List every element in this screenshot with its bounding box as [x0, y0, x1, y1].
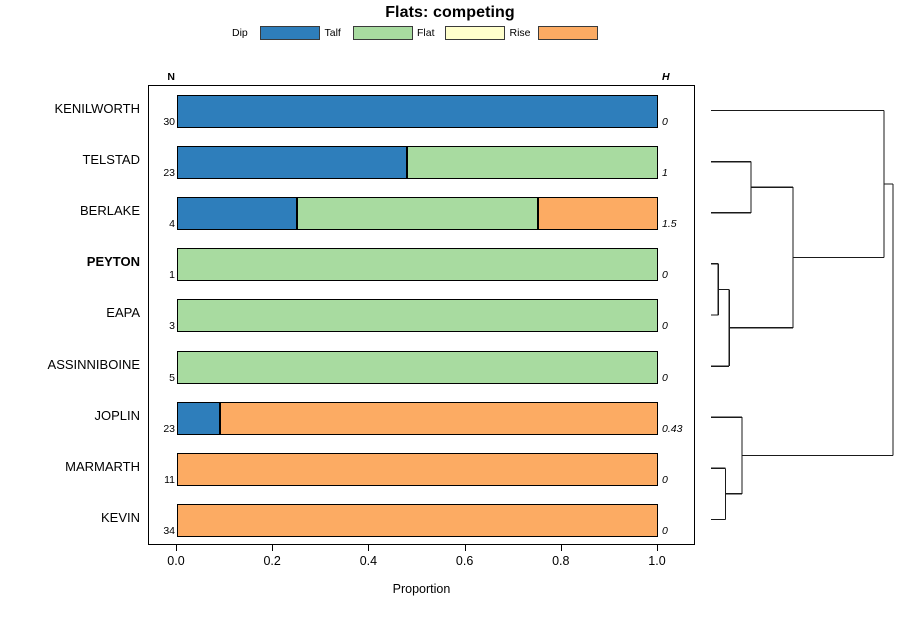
legend-label: Flat	[417, 27, 435, 39]
x-tick	[368, 545, 370, 551]
x-tick	[272, 545, 274, 551]
row-h-value: 0	[662, 116, 668, 128]
dendrogram-tree	[711, 109, 894, 521]
bar-segment-talf	[406, 146, 658, 180]
x-tick-label: 0.6	[455, 554, 474, 568]
stacked-bar[interactable]	[177, 503, 658, 537]
row-n-value: 4	[169, 218, 175, 231]
bar-segment-talf	[297, 197, 538, 231]
row-n-value: 34	[163, 524, 175, 537]
stacked-bar[interactable]	[177, 350, 658, 384]
stacked-bar[interactable]	[177, 299, 658, 333]
y-axis-label: MARMARTH	[65, 458, 140, 474]
column-header-n: N	[167, 71, 175, 83]
x-axis-title: Proportion	[392, 582, 451, 596]
row-n-value: 11	[164, 473, 175, 486]
legend-label: Dip	[232, 27, 248, 39]
row-n-value: 5	[169, 371, 175, 384]
x-axis: 0.0 0.2 0.4 0.6 0.8 1.0	[148, 545, 695, 605]
legend-swatch	[352, 26, 413, 40]
row-n-value: 23	[163, 422, 175, 435]
legend-swatch	[260, 26, 320, 40]
x-tick-label: 0.8	[552, 554, 570, 568]
row-h-value: 0	[662, 269, 668, 282]
bar-segment-dip	[177, 146, 407, 180]
y-axis-label: KENILWORTH	[54, 101, 140, 116]
x-tick	[657, 545, 658, 551]
column-header-h: H	[662, 71, 670, 83]
row-h-value: 0	[662, 524, 668, 537]
stacked-bar[interactable]	[177, 197, 658, 231]
bar-segment-dip	[177, 95, 658, 128]
bar-segment-rise	[177, 503, 658, 537]
stacked-bar[interactable]	[177, 146, 658, 180]
bar-row: 4 1.5	[149, 188, 696, 240]
stacked-bar[interactable]	[177, 95, 658, 128]
bar-row: 34 0	[149, 495, 696, 547]
y-axis-label: EAPA	[106, 305, 140, 321]
row-n-value: 3	[169, 320, 175, 333]
row-h-value: 0	[662, 473, 668, 486]
stacked-bar[interactable]	[177, 248, 658, 282]
x-tick-label: 0.4	[359, 554, 378, 568]
row-h-value: 1	[662, 167, 668, 180]
row-h-value: 0	[662, 371, 668, 384]
bar-segment-rise	[537, 197, 658, 231]
y-axis-label: ASSINNIBOINE	[47, 356, 140, 372]
row-h-value: 0	[662, 320, 668, 333]
bar-row: 11 0	[149, 444, 696, 496]
x-tick	[560, 545, 562, 551]
x-tick	[176, 545, 177, 551]
bar-row: 23 0.43	[149, 393, 696, 445]
x-tick-label: 1.0	[648, 554, 666, 568]
y-axis-label: TELSTAD	[82, 152, 140, 168]
dendrogram	[700, 85, 900, 545]
legend-swatch	[445, 26, 505, 40]
y-axis-label: JOPLIN	[94, 407, 140, 423]
page-title: Flats: competing	[385, 4, 515, 21]
stacked-bar[interactable]	[177, 401, 658, 435]
row-n-value: 1	[169, 269, 175, 282]
stacked-bar-panel: N H 30 0 23 1 4 1.5 1 0 3 0 5 0 23 0.43 11 0 34 0	[148, 71, 696, 547]
legend-label: Talf	[324, 27, 341, 39]
bar-segment-rise	[177, 452, 658, 486]
bar-segment-talf	[177, 248, 658, 282]
bar-segment-talf	[177, 350, 658, 384]
legend-label: Rise	[509, 27, 531, 39]
bar-segment-rise	[220, 401, 658, 435]
bar-segment-dip	[177, 197, 298, 231]
y-axis-label: BERLAKE	[80, 203, 140, 219]
y-axis-label: KEVIN	[100, 509, 140, 525]
x-tick	[464, 545, 466, 551]
bar-row: 30 0	[149, 86, 696, 138]
legend-swatch	[537, 26, 598, 40]
row-h-value: 1.5	[662, 218, 677, 231]
row-h-value: 0.43	[662, 422, 683, 435]
bar-segment-dip	[177, 401, 221, 435]
x-tick-label: 0.0	[167, 554, 185, 568]
legend: Dip Talf Flat Rise	[232, 25, 602, 42]
bar-segment-talf	[177, 299, 658, 333]
stacked-bar[interactable]	[177, 452, 658, 486]
x-tick-label: 0.2	[263, 554, 281, 568]
y-axis-label: PEYTON	[86, 254, 140, 270]
bar-row: 23 1	[149, 137, 696, 189]
row-n-value: 30	[163, 116, 175, 128]
row-n-value: 23	[163, 167, 175, 180]
